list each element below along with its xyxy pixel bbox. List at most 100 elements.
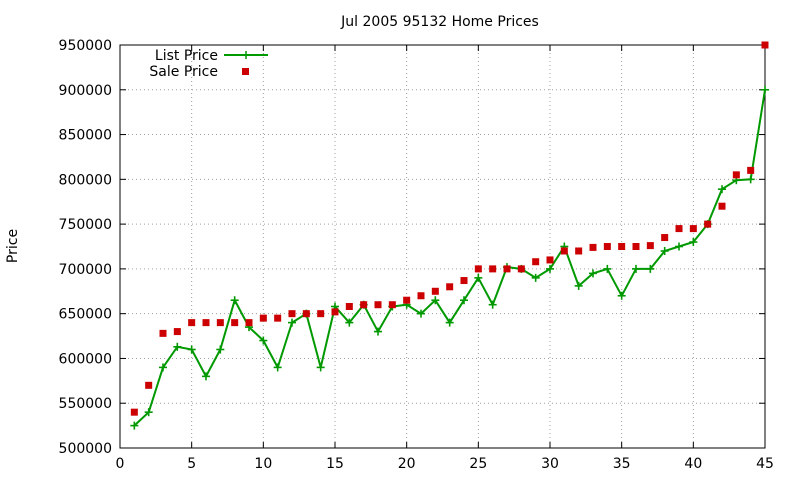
list-price-point [603, 264, 612, 273]
list-price-point [646, 264, 655, 273]
sale-price-point [460, 277, 468, 285]
list-price-point [718, 185, 726, 194]
sale-price-point [288, 310, 296, 318]
sale-price-point [489, 265, 497, 273]
x-tick-label: 10 [254, 456, 272, 472]
sale-price-point [259, 314, 267, 322]
y-tick-label: 650000 [59, 307, 112, 323]
list-price-point [216, 345, 225, 354]
sale-price-point [345, 303, 353, 311]
list-price-point [761, 85, 769, 94]
sale-price-point [546, 256, 554, 264]
sale-price-point [747, 166, 755, 174]
list-price-point [445, 318, 454, 327]
sale-price-point [560, 247, 568, 255]
sale-price-point [231, 319, 239, 327]
sale-price-point [704, 220, 712, 228]
sale-price-point [589, 243, 597, 251]
sale-price-point [130, 408, 138, 416]
list-price-point [488, 300, 497, 309]
list-price-point [460, 296, 468, 305]
y-tick-label: 850000 [59, 128, 112, 144]
list-price-point [144, 408, 153, 417]
sale-price-point [431, 287, 439, 295]
x-tick-label: 25 [469, 456, 487, 472]
sale-price-point [245, 319, 253, 327]
sale-price-point [403, 296, 411, 304]
sale-price-point [173, 328, 181, 336]
sale-price-point [202, 319, 210, 327]
legend-label-sale-price: Sale Price [149, 64, 218, 80]
grid [120, 45, 765, 448]
sale-price-point [145, 381, 153, 389]
x-tick-label: 15 [326, 456, 344, 472]
x-tick-label: 5 [187, 456, 196, 472]
series-layer [130, 41, 769, 430]
y-tick-label: 950000 [59, 38, 112, 54]
list-price-point [431, 296, 440, 305]
plot-border [119, 44, 766, 449]
sale-price-point [474, 265, 482, 273]
list-price-point [202, 372, 210, 381]
sale-price-point [761, 41, 769, 49]
sale-price-point [618, 243, 626, 250]
x-tick-label: 0 [116, 456, 125, 472]
sale-price-point [274, 314, 282, 322]
y-tick-label: 600000 [59, 351, 112, 367]
y-tick-label: 500000 [59, 441, 112, 457]
list-price-point [617, 291, 626, 300]
sale-price-point [188, 319, 196, 327]
list-price-point [675, 242, 683, 251]
list-price-line [133, 89, 766, 427]
list-price-point [316, 363, 325, 372]
y-tick-label: 800000 [59, 172, 112, 188]
list-price-point [130, 421, 139, 430]
sale-price-point [388, 301, 396, 309]
sale-price-point [317, 310, 325, 318]
legend-marker-list-price [242, 51, 250, 59]
list-price-point [288, 318, 296, 327]
y-tick-label: 900000 [59, 83, 112, 99]
list-price-point [273, 363, 282, 372]
list-price-point [345, 318, 354, 327]
sale-price-point [360, 301, 368, 309]
sale-price-point [575, 247, 583, 255]
legend-marker-sale-price [242, 68, 249, 75]
sale-price-point [374, 301, 382, 309]
list-price-point [660, 246, 669, 255]
sale-price-point [517, 265, 525, 273]
list-price-point [173, 342, 182, 351]
list-price-point [417, 309, 425, 318]
sale-price-point [732, 171, 740, 179]
list-price-point [159, 363, 167, 372]
list-price-point [546, 264, 554, 273]
list-price-point [230, 296, 239, 305]
sale-price-point [159, 329, 167, 337]
sale-price-point [216, 319, 224, 327]
x-tick-label: 35 [613, 456, 631, 472]
sale-price-point [532, 258, 540, 266]
sale-price-point [632, 243, 640, 250]
sale-price-point [331, 308, 339, 316]
x-tick-label: 30 [541, 456, 559, 472]
list-price-point [187, 345, 196, 354]
x-tick-label: 40 [684, 456, 702, 472]
list-price-point [259, 336, 268, 345]
sale-price-point [503, 265, 511, 273]
sale-price-point [689, 225, 697, 233]
list-price-point [531, 273, 540, 282]
list-price-point [374, 327, 382, 336]
y-tick-label: 750000 [59, 217, 112, 233]
list-price-point [746, 175, 755, 184]
sale-price-point [718, 202, 726, 210]
x-tick-label: 45 [756, 456, 774, 472]
sale-price-point [417, 292, 425, 300]
chart-title: Jul 2005 95132 Home Prices [340, 14, 539, 30]
list-price-point [589, 269, 597, 278]
legend-label-list-price: List Price [155, 48, 218, 64]
x-tick-label: 20 [398, 456, 416, 472]
axes: 0 5 10 15 20 25 30 35 40 45 500000 550000 600000 6500… [59, 38, 774, 472]
sale-price-point [302, 310, 310, 318]
sale-price-point [646, 242, 654, 250]
